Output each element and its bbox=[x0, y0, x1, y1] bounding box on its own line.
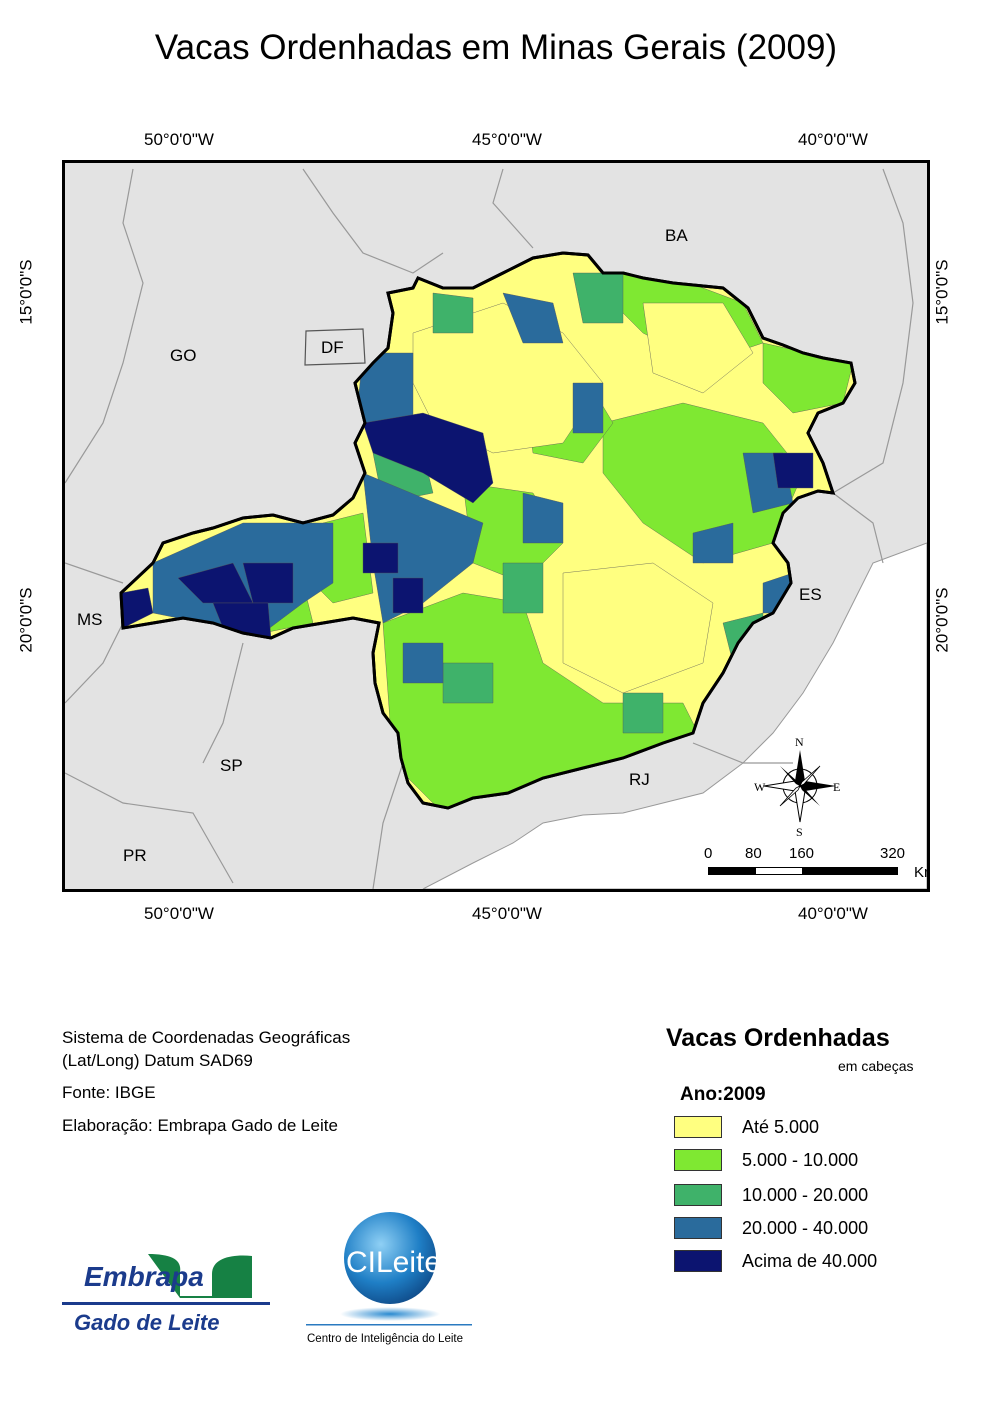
scale-tick-320: 320 bbox=[880, 845, 905, 862]
legend-label: 20.000 - 40.000 bbox=[742, 1218, 869, 1238]
patch-blue-north-2 bbox=[572, 382, 604, 434]
compass-w: W bbox=[754, 780, 766, 794]
patch-blue-triangulo bbox=[152, 522, 334, 634]
coord-left-20s: 20°0'0"S bbox=[16, 587, 36, 653]
patch-navy-east bbox=[772, 452, 814, 489]
state-label-go: GO bbox=[170, 346, 196, 365]
patch-navy-mid-1 bbox=[362, 542, 399, 574]
coord-right-20s: 20°0'0"S bbox=[932, 587, 952, 653]
info-author: Elaboração: Embrapa Gado de Leite bbox=[62, 1116, 338, 1135]
state-label-es: ES bbox=[799, 585, 822, 604]
minas-gerais-outline bbox=[119, 251, 857, 810]
compass-e: E bbox=[833, 780, 840, 794]
map-frame: BA GO DF MS ES SP RJ PR N S E W bbox=[62, 160, 930, 892]
municipality-patches bbox=[121, 272, 854, 808]
scale-bar: 0 80 160 320 Km bbox=[704, 845, 927, 881]
patch-navy-nw bbox=[362, 412, 494, 504]
patch-blue-center bbox=[522, 492, 564, 544]
info-source: Fonte: IBGE bbox=[62, 1083, 156, 1102]
coord-top-40w: 40°0'0"W bbox=[798, 130, 868, 149]
patch-blue-mid bbox=[692, 522, 734, 564]
patch-navy-mid-2 bbox=[392, 577, 424, 614]
coord-top-45w: 45°0'0"W bbox=[472, 130, 542, 149]
patch-yellow-south-center bbox=[562, 562, 714, 694]
embrapa-unit: Gado de Leite bbox=[74, 1310, 219, 1335]
compass-icon: N S E W bbox=[754, 735, 840, 839]
cileite-wordmark: CILeite bbox=[346, 1246, 441, 1279]
map-canvas: BA GO DF MS ES SP RJ PR N S E W bbox=[65, 168, 927, 889]
legend-label: 10.000 - 20.000 bbox=[742, 1185, 869, 1205]
patch-mid-green-8 bbox=[622, 692, 664, 734]
legend-title: Vacas Ordenhadas bbox=[666, 1024, 890, 1052]
patch-mid-green-2 bbox=[432, 292, 474, 334]
info-crs-line1: Sistema de Coordenadas Geográficas bbox=[62, 1028, 351, 1047]
scale-unit: Km bbox=[914, 864, 927, 881]
coord-bottom-45w: 45°0'0"W bbox=[472, 904, 542, 923]
coord-bottom-40w: 40°0'0"W bbox=[798, 904, 868, 923]
cileite-caption: Centro de Inteligência do Leite bbox=[307, 1333, 463, 1345]
cileite-logo: CILeite Centro de Inteligência do Leite bbox=[302, 1208, 477, 1348]
embrapa-logo: Embrapa Gado de Leite bbox=[62, 1250, 272, 1346]
scale-tick-80: 80 bbox=[745, 845, 762, 862]
legend-label: Até 5.000 bbox=[742, 1117, 820, 1137]
state-label-ms: MS bbox=[77, 610, 103, 629]
patch-blue-south bbox=[402, 642, 444, 684]
legend-subtitle: em cabeças bbox=[838, 1058, 914, 1074]
compass-s: S bbox=[796, 825, 803, 839]
df-outline bbox=[304, 328, 366, 366]
legend-swatch bbox=[674, 1116, 722, 1138]
legend-label: Acima de 40.000 bbox=[742, 1251, 878, 1271]
state-label-ba: BA bbox=[665, 226, 688, 245]
legend-swatch bbox=[674, 1217, 722, 1239]
info-crs-line2: (Lat/Long) Datum SAD69 bbox=[62, 1051, 253, 1070]
legend-swatch bbox=[674, 1184, 722, 1206]
patch-mid-green-7 bbox=[442, 662, 494, 704]
patch-mid-green-5 bbox=[502, 562, 544, 614]
embrapa-wordmark: Embrapa bbox=[84, 1261, 204, 1292]
embrapa-logo-graphic: Embrapa Gado de Leite bbox=[62, 1252, 270, 1340]
patch-navy-tri-2 bbox=[242, 562, 294, 604]
state-label-pr: PR bbox=[123, 846, 147, 865]
coord-right-15s: 15°0'0"S bbox=[932, 259, 952, 325]
legend-label: 5.000 - 10.000 bbox=[742, 1150, 859, 1170]
legend-swatch bbox=[674, 1149, 722, 1171]
coord-top-50w: 50°0'0"W bbox=[144, 130, 214, 149]
map-title: Vacas Ordenhadas em Minas Gerais (2009) bbox=[154, 28, 838, 67]
state-label-sp: SP bbox=[220, 756, 243, 775]
legend-year: Ano:2009 bbox=[680, 1084, 766, 1105]
coord-bottom-50w: 50°0'0"W bbox=[144, 904, 214, 923]
compass-n: N bbox=[795, 735, 804, 749]
state-label-df: DF bbox=[321, 338, 344, 357]
legend-swatch bbox=[674, 1250, 722, 1272]
state-label-rj: RJ bbox=[629, 770, 650, 789]
cileite-logo-graphic: CILeite Centro de Inteligência do Leite bbox=[306, 1212, 472, 1345]
coord-left-15s: 15°0'0"S bbox=[16, 259, 36, 325]
patch-yellow-ne bbox=[642, 302, 754, 394]
state-borders bbox=[65, 168, 914, 889]
scale-tick-0: 0 bbox=[704, 845, 712, 862]
patch-blue-north-1 bbox=[502, 292, 564, 344]
scale-tick-160: 160 bbox=[789, 845, 814, 862]
